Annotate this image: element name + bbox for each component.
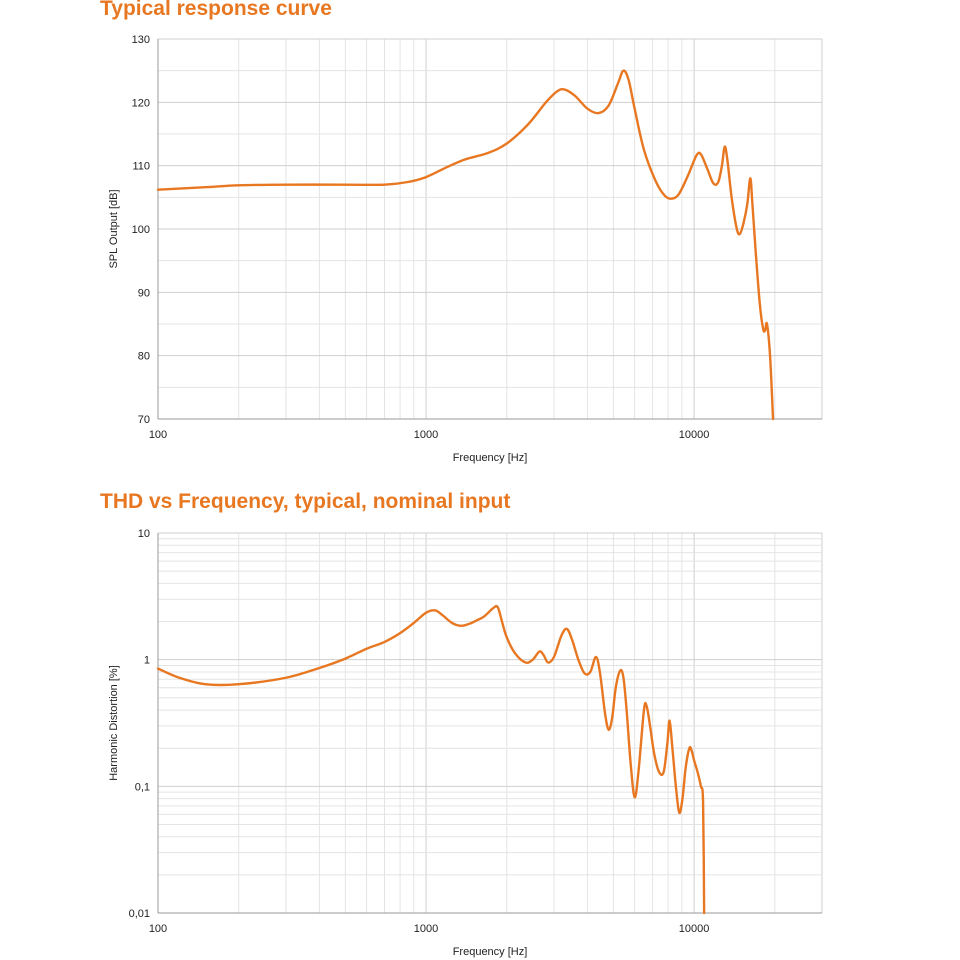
response-y-tick-label: 130 xyxy=(132,34,150,46)
thd-x-tick-label: 1000 xyxy=(414,923,438,935)
response-chart-title: Typical response curve xyxy=(100,0,332,20)
thd-series-line xyxy=(156,604,706,915)
response-x-axis-label: Frequency [Hz] xyxy=(453,452,528,464)
response-chart: 100 1000 10000 70 80 90 100 110 120 130 Frequency … xyxy=(108,34,823,464)
response-series-line xyxy=(156,69,775,421)
response-y-tick-label: 90 xyxy=(138,287,150,299)
response-x-tick-label: 1000 xyxy=(414,429,438,441)
response-grid xyxy=(157,38,823,420)
response-y-tick-label: 110 xyxy=(132,161,150,173)
thd-x-tick-label: 10000 xyxy=(679,923,710,935)
response-y-tick-label: 80 xyxy=(138,351,150,363)
thd-chart-title: THD vs Frequency, typical, nominal input xyxy=(100,490,511,513)
response-y-axis-label: SPL Output [dB] xyxy=(108,189,120,268)
response-y-tick-label: 100 xyxy=(132,224,150,236)
response-x-tick-label: 10000 xyxy=(679,429,710,441)
thd-grid xyxy=(157,532,823,914)
response-x-tick-label: 100 xyxy=(149,429,167,441)
thd-y-tick-label: 1 xyxy=(144,655,150,667)
response-y-tick-label: 70 xyxy=(138,414,150,426)
thd-x-tick-label: 100 xyxy=(149,923,167,935)
thd-y-axis-label: Harmonic Distortion [%] xyxy=(108,665,120,781)
thd-y-tick-label: 10 xyxy=(138,528,150,540)
thd-x-axis-label: Frequency [Hz] xyxy=(453,946,528,958)
thd-chart: 100 1000 10000 0,01 0,1 1 10 Frequency [Hz] Harm… xyxy=(108,528,823,958)
response-y-tick-label: 120 xyxy=(132,97,150,109)
thd-y-tick-label: 0,01 xyxy=(129,908,150,920)
thd-y-tick-label: 0,1 xyxy=(135,781,150,793)
